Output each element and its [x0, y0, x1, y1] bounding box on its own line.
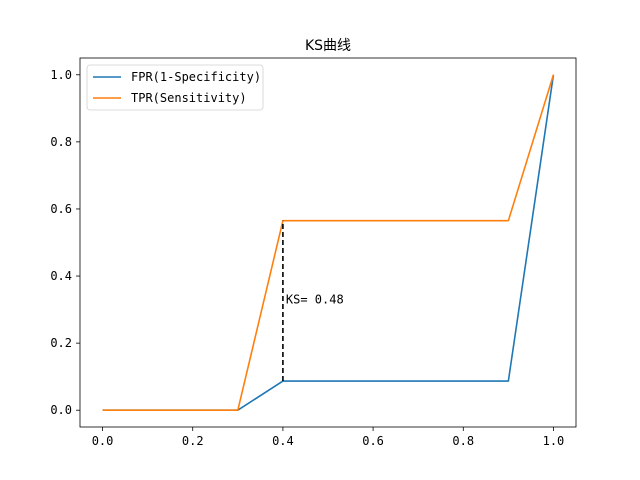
x-tick-label: 0.8 [452, 434, 474, 448]
y-tick-label: 0.2 [50, 336, 72, 350]
x-tick-label: 0.6 [362, 434, 384, 448]
x-tick-label: 0.2 [182, 434, 204, 448]
x-tick-label: 0.0 [92, 434, 114, 448]
y-tick-label: 0.4 [50, 269, 72, 283]
series-line-1 [102, 74, 555, 412]
x-tick-label: 0.4 [272, 434, 294, 448]
plot-area: KS= 0.48 0.0 0.2 0.4 0.6 0.8 1.0 0.0 0.2 0.4 0.6 0.… [50, 57, 577, 448]
legend-box [86, 64, 264, 111]
legend-label-1: TPR(Sensitivity) [131, 91, 247, 105]
legend: FPR(1-Specificity) TPR(Sensitivity) [86, 64, 264, 111]
chart-title: KS曲线 [305, 38, 351, 54]
axes-frame [79, 57, 577, 428]
ks-annotation-label: KS= 0.48 [286, 293, 344, 307]
x-tick-label: 1.0 [543, 434, 565, 448]
y-tick-label: 0.6 [50, 202, 72, 216]
legend-label-0: FPR(1-Specificity) [131, 70, 261, 84]
y-tick-label: 1.0 [50, 68, 72, 82]
y-tick-label: 0.8 [50, 135, 72, 149]
y-tick-label: 0.0 [50, 403, 72, 417]
